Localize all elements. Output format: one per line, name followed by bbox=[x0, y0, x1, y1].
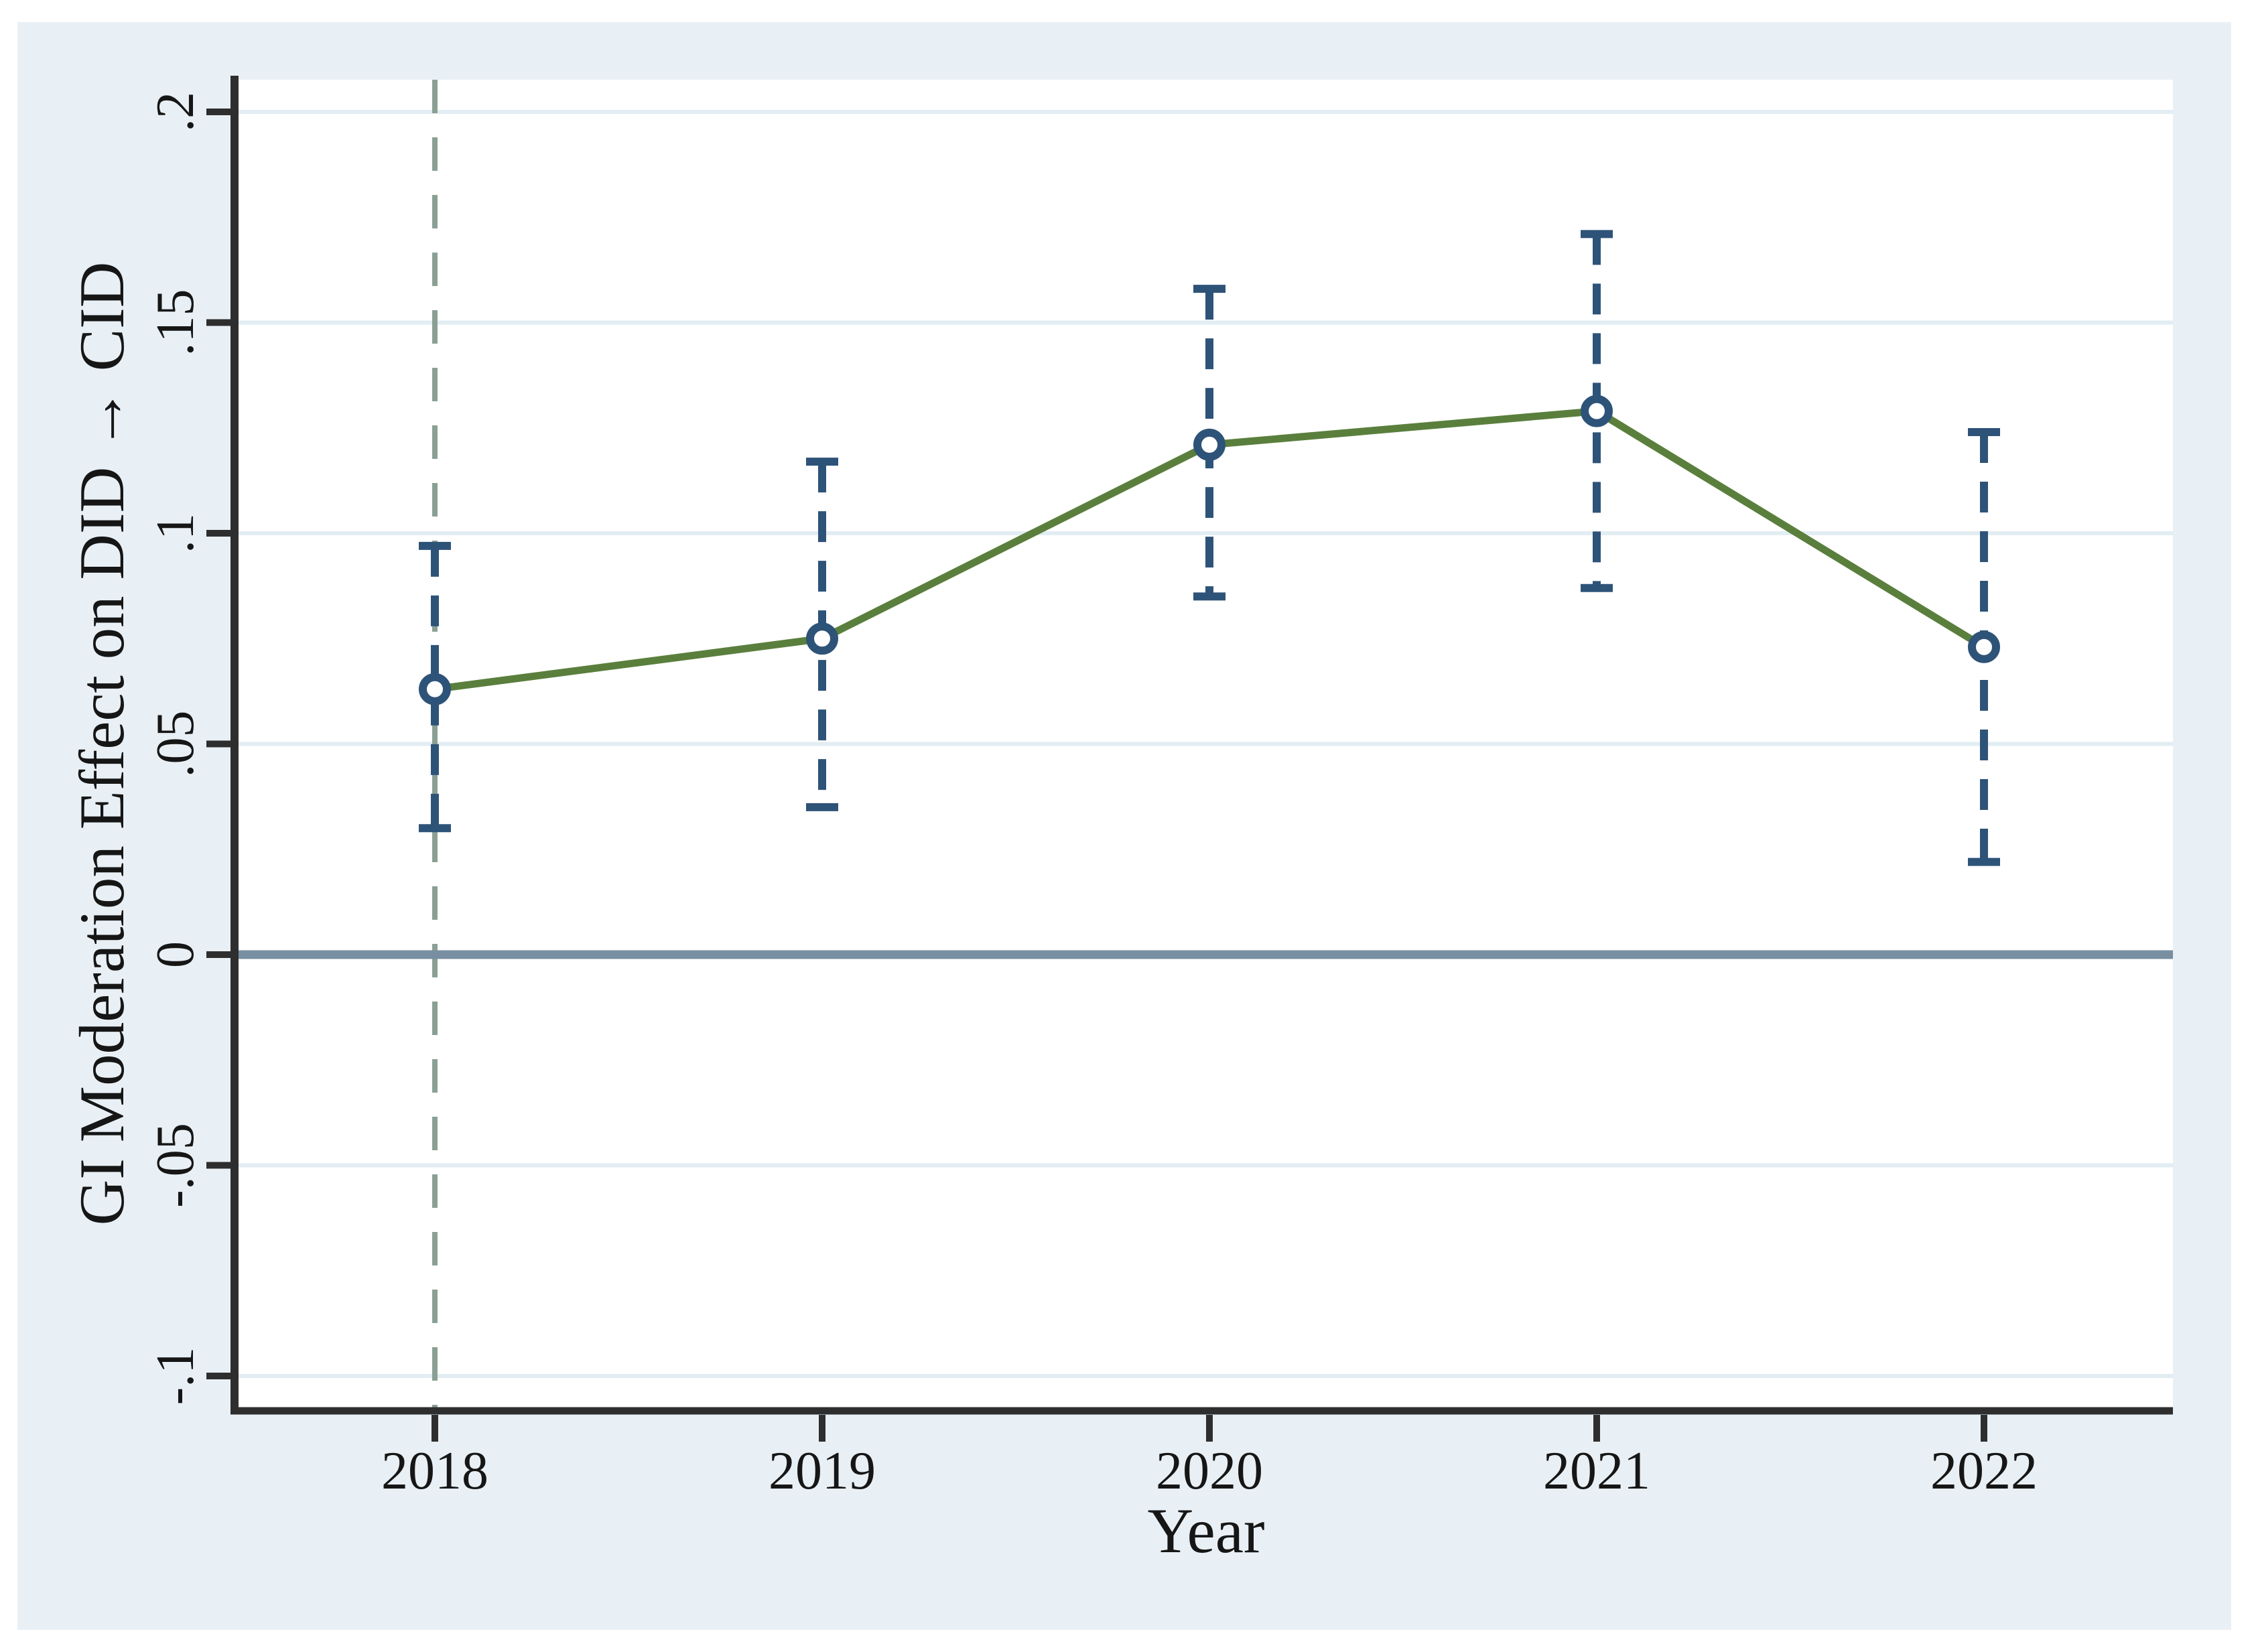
x-axis-title: Year bbox=[1147, 1495, 1264, 1566]
axis-tick-layer: .2 .15 .1 .05 0 -.05 -.1 2018 2019 2020 2021 2022 bbox=[146, 92, 2038, 1501]
y-tick-label: -.1 bbox=[146, 1347, 205, 1405]
data-point-marker bbox=[1193, 428, 1226, 461]
data-point-marker bbox=[419, 673, 451, 705]
data-point-marker bbox=[1968, 630, 2000, 663]
x-tick-label: 2022 bbox=[1930, 1442, 2038, 1501]
gridline-layer bbox=[239, 110, 2173, 1378]
y-tick-label: .15 bbox=[146, 289, 205, 356]
y-tick-label: .2 bbox=[146, 92, 205, 132]
y-tick-label: 0 bbox=[146, 941, 205, 968]
x-tick-label: 2019 bbox=[769, 1442, 876, 1501]
x-tick-label: 2020 bbox=[1156, 1442, 1263, 1501]
y-axis-title: GI Moderation Effect on DID → CID bbox=[66, 262, 137, 1226]
x-tick-label: 2018 bbox=[381, 1442, 488, 1501]
data-point-marker bbox=[806, 622, 838, 655]
y-tick-label: .05 bbox=[146, 711, 205, 778]
x-tick-label: 2021 bbox=[1543, 1442, 1650, 1501]
series-layer bbox=[419, 230, 2000, 866]
y-tick-label: -.05 bbox=[146, 1123, 205, 1208]
y-tick-label: .1 bbox=[146, 513, 205, 553]
data-point-marker bbox=[1581, 395, 1613, 427]
